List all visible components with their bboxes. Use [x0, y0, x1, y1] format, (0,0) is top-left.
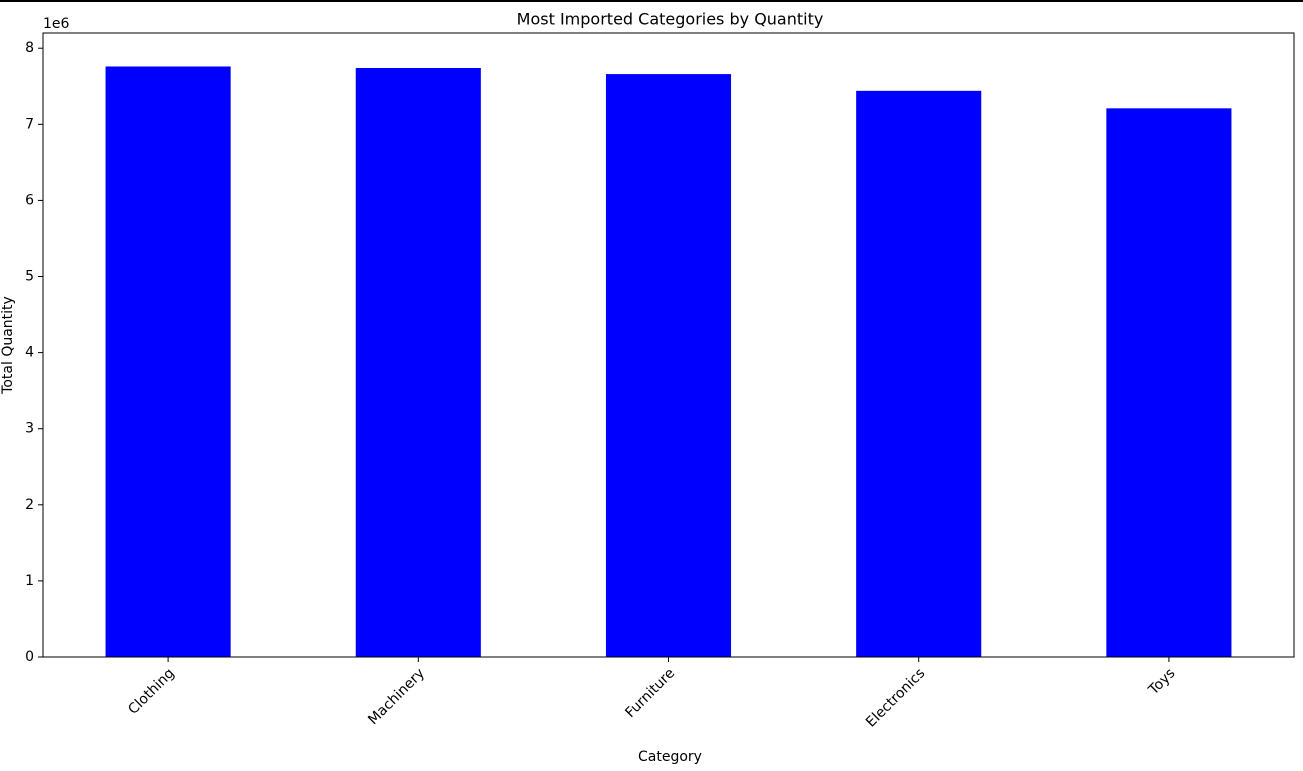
- y-tick-label: 8: [25, 40, 34, 56]
- y-tick-label: 4: [25, 345, 34, 361]
- y-tick-label: 0: [25, 649, 34, 665]
- y-tick-label: 2: [25, 497, 34, 513]
- chart-title: Most Imported Categories by Quantity: [517, 10, 824, 29]
- bar: [605, 74, 732, 658]
- y-tick-label: 7: [25, 116, 34, 132]
- y-tick-label: 1: [25, 573, 34, 589]
- x-tick-label: Electronics: [863, 665, 928, 730]
- y-axis-label: Total Quantity: [0, 296, 16, 395]
- plot-frame: [42, 32, 1295, 658]
- x-tick-label: Furniture: [622, 665, 678, 721]
- x-tick-label: Machinery: [365, 665, 428, 728]
- y-tick-label: 5: [25, 269, 34, 285]
- y-tick-label: 6: [25, 192, 34, 208]
- x-tick-label: Toys: [1145, 665, 1178, 698]
- x-tick-label: Clothing: [125, 665, 178, 718]
- y-tick-label: 3: [25, 421, 34, 437]
- bar: [355, 68, 481, 657]
- y-offset-label: 1e6: [43, 16, 70, 32]
- bar: [856, 90, 982, 657]
- bar: [105, 66, 231, 658]
- bar: [1106, 108, 1232, 657]
- x-axis-label: Category: [638, 749, 702, 765]
